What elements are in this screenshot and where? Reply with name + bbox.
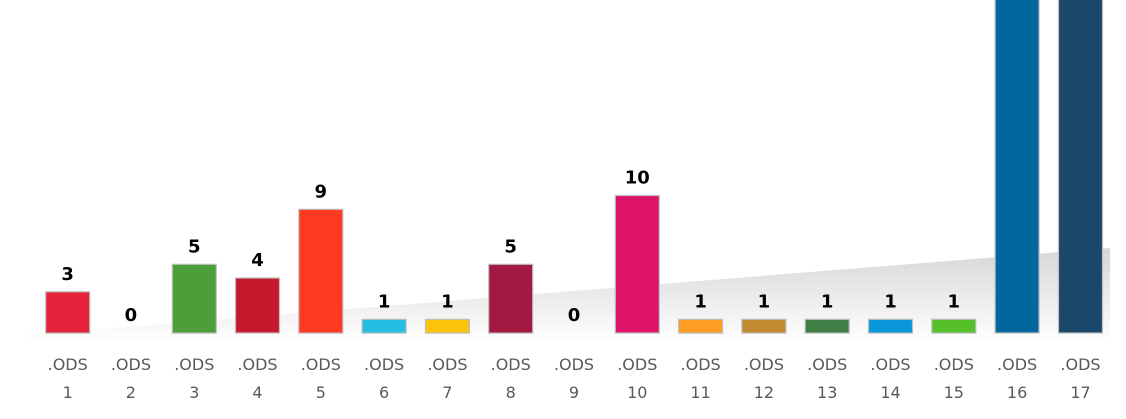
x-tick-label-ods-17-line2: 17 (1070, 383, 1090, 402)
x-tick-label-ods-14-line1: .ODS (870, 355, 910, 374)
x-tick-label-ods-4-line2: 4 (252, 383, 262, 402)
x-tick-label-ods-9-line1: .ODS (554, 355, 594, 374)
x-tick-label-ods-15-line1: .ODS (934, 355, 974, 374)
x-tick-label-ods-3-line2: 3 (189, 383, 199, 402)
x-tick-label-ods-4-line1: .ODS (237, 355, 277, 374)
bar-ods-5 (298, 208, 344, 334)
x-tick-label-ods-9-line2: 9 (569, 383, 579, 402)
x-tick-label-ods-7-line2: 7 (442, 383, 452, 402)
x-tick-label-ods-2-line1: .ODS (111, 355, 151, 374)
data-label-ods-15: 1 (948, 291, 961, 312)
data-label-ods-4: 4 (251, 250, 264, 271)
x-tick-label-ods-17-line1: .ODS (1060, 355, 1100, 374)
data-label-ods-12: 1 (758, 291, 771, 312)
bar-ods-13 (804, 318, 850, 334)
x-tick-label-ods-15-line2: 15 (944, 383, 964, 402)
bar-ods-4 (234, 277, 281, 334)
x-tick-label-ods-6-line1: .ODS (364, 355, 404, 374)
x-tick-label-ods-8-line1: .ODS (491, 355, 531, 374)
bar-ods-8 (488, 263, 534, 334)
x-tick-label-ods-10-line1: .ODS (617, 355, 657, 374)
x-tick-label-ods-16-line2: 16 (1007, 383, 1027, 402)
bar-ods-16 (994, 0, 1040, 334)
data-label-ods-9: 0 (568, 305, 581, 326)
bar-ods-12 (741, 318, 787, 334)
data-label-ods-7: 1 (441, 291, 454, 312)
x-tick-label-ods-12-line2: 12 (754, 383, 774, 402)
x-tick-label-ods-10-line2: 10 (627, 383, 647, 402)
data-label-ods-14: 1 (884, 291, 897, 312)
x-tick-label-ods-8-line2: 8 (506, 383, 516, 402)
x-tick-label-ods-3-line1: .ODS (174, 355, 214, 374)
data-label-ods-11: 1 (694, 291, 707, 312)
bar-ods-1 (45, 291, 91, 334)
data-label-ods-10: 10 (625, 168, 650, 189)
data-label-ods-6: 1 (378, 291, 391, 312)
x-tick-label-ods-11-line2: 11 (690, 383, 710, 402)
data-label-ods-13: 1 (821, 291, 834, 312)
bars-group (45, 0, 1104, 334)
data-labels-group: 3 0 5 4 9 1 1 5 0 10 1 1 1 1 1 (61, 168, 960, 327)
x-tick-labels-group: .ODS 1 .ODS 2 .ODS 3 .ODS 4 .ODS 5 .ODS 6 .ODS 7 .ODS 8… (48, 355, 1101, 402)
x-tick-label-ods-13-line1: .ODS (807, 355, 847, 374)
x-tick-label-ods-2-line2: 2 (126, 383, 136, 402)
bar-ods-7 (424, 318, 470, 334)
bar-ods-17 (1057, 0, 1104, 334)
data-label-ods-3: 5 (188, 236, 201, 257)
x-tick-label-ods-13-line2: 13 (817, 383, 837, 402)
bar-ods-3 (171, 263, 217, 334)
x-tick-label-ods-16-line1: .ODS (997, 355, 1037, 374)
bar-ods-11 (677, 318, 724, 334)
x-tick-label-ods-1-line2: 1 (63, 383, 73, 402)
data-label-ods-5: 9 (315, 181, 328, 202)
x-tick-label-ods-7-line1: .ODS (427, 355, 467, 374)
x-tick-label-ods-12-line1: .ODS (744, 355, 784, 374)
data-label-ods-8: 5 (504, 236, 517, 257)
x-tick-label-ods-11-line1: .ODS (681, 355, 721, 374)
data-label-ods-2: 0 (125, 305, 138, 326)
x-tick-label-ods-1-line1: .ODS (48, 355, 88, 374)
x-tick-label-ods-5-line1: .ODS (301, 355, 341, 374)
data-label-ods-1: 3 (61, 264, 74, 285)
bar-ods-14 (867, 318, 914, 334)
bar-ods-6 (361, 318, 407, 334)
bar-ods-10 (614, 194, 660, 334)
bar-ods-15 (931, 318, 977, 334)
x-tick-label-ods-6-line2: 6 (379, 383, 389, 402)
x-tick-label-ods-5-line2: 5 (316, 383, 326, 402)
x-tick-label-ods-14-line2: 14 (880, 383, 900, 402)
